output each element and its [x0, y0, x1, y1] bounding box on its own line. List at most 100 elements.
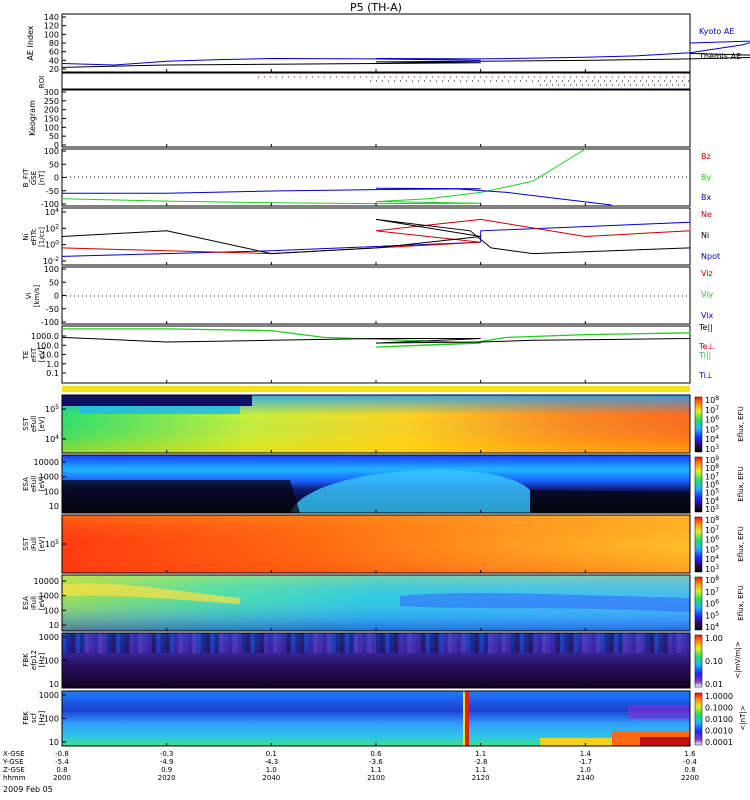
- legend-viz: Viz: [701, 269, 713, 278]
- fbk-e-stripe: [71, 633, 76, 653]
- fbk-e-stripes: [62, 633, 691, 653]
- footer-value: 2140: [576, 774, 594, 782]
- colorbar-tick-label: 105: [705, 544, 719, 554]
- bfgm-panel: B_FITGSE[nT] 100 50 0 -50 -100 Bz By Bx: [22, 147, 711, 209]
- sst-i-colorbar-label: Eflux, EFU: [737, 526, 745, 561]
- bfgm-panel-frame: [61, 148, 691, 207]
- by-line: [61, 148, 586, 205]
- fbk-e-stripe: [133, 633, 139, 653]
- ytick-label: 50: [49, 132, 59, 141]
- fbk-e-stripe: [676, 633, 682, 653]
- colorbar-tick-label: 0.1000: [705, 704, 733, 713]
- fbk-e-stripe: [470, 633, 475, 653]
- fbk-e-stripe: [488, 633, 493, 653]
- colorbar-tick-label: 107: [705, 525, 719, 535]
- ytick-label: 104: [45, 207, 59, 217]
- fbk-e-stripe: [591, 633, 596, 653]
- colorbar-tick-label: 108: [705, 395, 719, 405]
- fbk-e-stripe: [550, 633, 556, 653]
- fbk-e-stripe: [254, 633, 260, 653]
- ytick-label: 1000: [39, 592, 59, 601]
- ytick-label: 102: [45, 223, 59, 233]
- density-ylabel: NieFITc[1/cc]: [22, 227, 46, 247]
- ytick-label: 250: [44, 97, 59, 106]
- fbk-e-stripe: [658, 633, 664, 653]
- fbk-e-stripe: [331, 633, 336, 653]
- bx-line: [62, 187, 612, 206]
- fbk-e-stripe: [214, 633, 220, 653]
- ytick-label: 10: [49, 502, 59, 511]
- esa-e-cyan-blob: [290, 470, 530, 513]
- footer-value: -0.3: [160, 750, 174, 758]
- ytick-label: 100: [44, 487, 59, 496]
- fbk-e-stripe: [577, 633, 583, 653]
- fbk-e-stripe: [241, 633, 247, 653]
- fbk-e-stripe: [326, 633, 332, 653]
- fbk-e-stripe: [75, 633, 81, 653]
- fbk-e-stripe: [385, 633, 390, 653]
- legend-ne: Ne: [701, 210, 712, 219]
- te-par-line: [61, 336, 691, 344]
- ytick-label: 40: [49, 56, 59, 65]
- fbk-e-stripe: [600, 633, 605, 653]
- sst-i-ytick-labels: 105: [45, 539, 66, 549]
- fbk-e-panel: FBKefp12[Hz] 1000 100 10 1.00 0.10 0.01 <|mV…: [22, 632, 742, 689]
- fbk-e-stripe: [313, 633, 318, 653]
- colorbar-tick-label: 108: [705, 575, 719, 585]
- ytick-label: 120: [44, 22, 59, 31]
- fbk-e-stripe: [228, 633, 233, 653]
- fbk-e-stripe: [322, 633, 327, 653]
- ytick-label: 100: [44, 657, 59, 666]
- velocity-ylabel: Vi[km/s]: [25, 285, 41, 308]
- footer-value: 2020: [158, 774, 176, 782]
- fbk-e-stripe: [178, 633, 184, 653]
- colorbar-tick-label: 107: [705, 587, 719, 597]
- colorbar-tick-label: 105: [705, 424, 719, 434]
- footer-row-label: X-GSE: [3, 750, 25, 758]
- fbk-e-stripe: [340, 633, 345, 653]
- fbk-e-stripe: [88, 633, 94, 653]
- colorbar-tick-label: 103: [705, 504, 719, 514]
- esa-e-ylabel: ESAeFull[eV]: [22, 476, 46, 492]
- ytick-label: 20: [49, 65, 59, 74]
- fbk-e-stripe: [627, 633, 632, 653]
- fbk-e-stripe: [609, 633, 614, 653]
- footer-value: -4.9: [160, 758, 174, 766]
- sst-i-colorbar: [694, 516, 703, 573]
- fbk-e-stripe: [411, 633, 417, 653]
- fbk-e-stripe: [277, 633, 282, 653]
- footer-value: -2.8: [474, 758, 488, 766]
- colorbar-tick-label: 1.00: [705, 634, 723, 643]
- colorbar-tick-label: 105: [705, 488, 719, 498]
- fbk-e-stripe: [533, 633, 538, 653]
- fbk-e-ylabel: FBKefp12[Hz]: [22, 650, 46, 670]
- colorbar-tick-label: 108: [705, 515, 719, 525]
- fbk-e-stripe: [156, 633, 161, 653]
- plot-title: P5 (TH-A): [350, 1, 402, 14]
- colorbar-tick-label: 0.0010: [705, 727, 733, 736]
- fbk-e-stripe: [205, 633, 211, 653]
- fbk-e-stripe: [474, 633, 480, 653]
- temperature-panel: TEeFIT[eV] 1000.0100.010.01.00.1 Te|| Te…: [22, 323, 714, 384]
- fbk-e-stripe: [389, 633, 395, 653]
- footer-value: 0.8: [56, 766, 67, 774]
- esa-i-ytick-labels: 10000 1000 100 10: [34, 577, 66, 630]
- quality-strip: [62, 386, 690, 392]
- fbk-e-stripe: [672, 633, 677, 653]
- fbk-e-colorbar-label: <|mV/m|>: [734, 641, 742, 678]
- ytick-label: -50: [46, 187, 59, 196]
- fbk-b-red-spike: [465, 691, 469, 746]
- ytick-label: 10: [49, 738, 59, 747]
- fbk-e-stripe: [358, 633, 363, 653]
- ytick-label: 1000: [39, 691, 59, 700]
- colorbar-tick-label: 106: [705, 535, 719, 545]
- ytick-label: 100: [44, 123, 59, 132]
- fbk-e-stripe: [461, 633, 466, 653]
- density-panel: NieFITc[1/cc] 104 102 100 10-2 Ne Ni Npot: [22, 207, 720, 266]
- fbk-e-stripe: [613, 633, 619, 653]
- ytick-label: 0.1: [46, 369, 59, 378]
